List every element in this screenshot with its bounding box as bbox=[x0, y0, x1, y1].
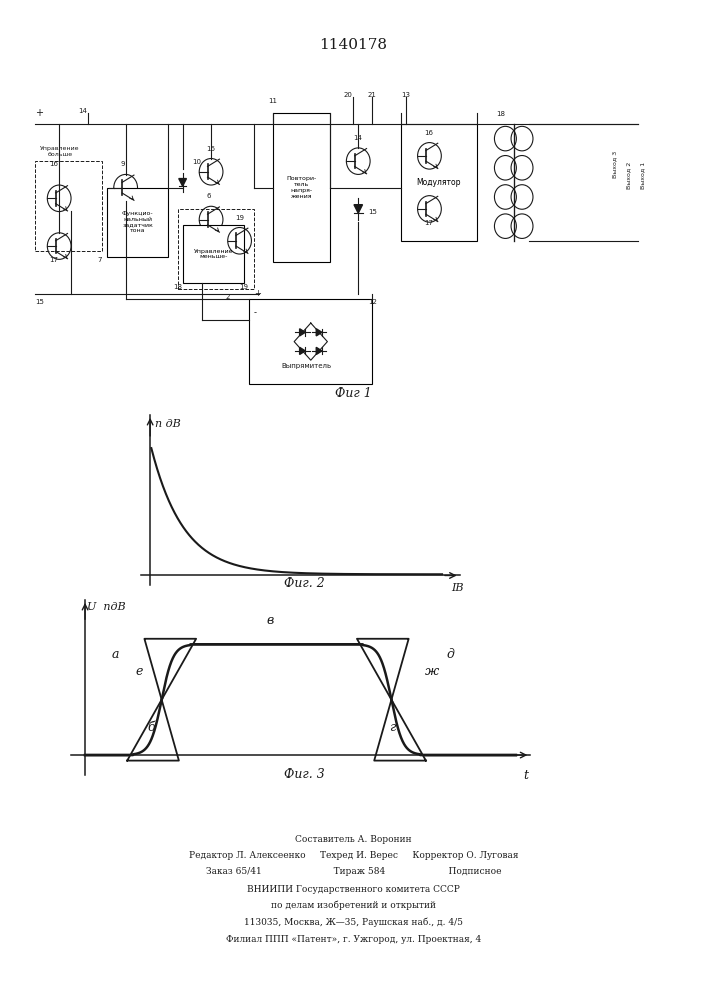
Polygon shape bbox=[357, 639, 426, 761]
Text: Редактор Л. Алексеенко     Техред И. Верес     Корректор О. Луговая: Редактор Л. Алексеенко Техред И. Верес К… bbox=[189, 851, 518, 860]
Text: 17: 17 bbox=[49, 257, 59, 263]
Text: U  пдВ: U пдВ bbox=[88, 602, 126, 612]
Text: -: - bbox=[254, 308, 257, 317]
Polygon shape bbox=[354, 205, 363, 213]
Text: Функцио-
нальный
задатчик
тона: Функцио- нальный задатчик тона bbox=[122, 211, 153, 233]
Text: 12: 12 bbox=[368, 299, 377, 305]
Text: Повтори-
тель
напря-
жения: Повтори- тель напря- жения bbox=[286, 176, 317, 199]
Text: 21: 21 bbox=[368, 92, 377, 98]
Text: 17: 17 bbox=[425, 220, 433, 226]
Polygon shape bbox=[127, 639, 196, 761]
Text: Управление
больше: Управление больше bbox=[40, 146, 80, 157]
Text: t: t bbox=[523, 769, 528, 782]
Text: +: + bbox=[254, 290, 261, 298]
Text: Выход 3: Выход 3 bbox=[612, 151, 617, 178]
Bar bbox=[273, 113, 329, 262]
Text: 2: 2 bbox=[226, 294, 230, 300]
Text: 6: 6 bbox=[206, 193, 211, 199]
Text: по делам изобретений и открытий: по делам изобретений и открытий bbox=[271, 900, 436, 910]
Text: IВ: IВ bbox=[451, 583, 463, 593]
Polygon shape bbox=[316, 347, 322, 354]
Text: 20: 20 bbox=[344, 92, 353, 98]
Polygon shape bbox=[300, 347, 305, 354]
Text: 1140178: 1140178 bbox=[320, 38, 387, 52]
Text: е: е bbox=[135, 665, 143, 678]
Text: Филиал ППП «Патент», г. Ужгород, ул. Проектная, 4: Филиал ППП «Патент», г. Ужгород, ул. Про… bbox=[226, 935, 481, 944]
Text: Выход 1: Выход 1 bbox=[641, 162, 645, 189]
Text: 14: 14 bbox=[354, 135, 363, 141]
Text: 10: 10 bbox=[192, 159, 201, 165]
Text: Фиг 1: Фиг 1 bbox=[335, 387, 372, 400]
Text: п дВ: п дВ bbox=[155, 419, 180, 429]
Polygon shape bbox=[179, 179, 187, 186]
Text: 11: 11 bbox=[268, 98, 277, 104]
Text: д: д bbox=[447, 648, 455, 661]
Text: 15: 15 bbox=[35, 299, 45, 305]
Bar bbox=[107, 188, 168, 257]
Text: 16: 16 bbox=[49, 161, 59, 167]
Text: 9: 9 bbox=[121, 161, 125, 167]
Bar bbox=[182, 225, 245, 283]
Polygon shape bbox=[300, 329, 305, 336]
Bar bbox=[35, 161, 102, 251]
Text: 14: 14 bbox=[78, 108, 87, 114]
Text: 16: 16 bbox=[206, 146, 216, 152]
Text: 16: 16 bbox=[425, 130, 433, 136]
Text: 113035, Москва, Ж—35, Раушская наб., д. 4/5: 113035, Москва, Ж—35, Раушская наб., д. … bbox=[244, 918, 463, 927]
Text: Модулятор: Модулятор bbox=[416, 178, 461, 187]
Text: г: г bbox=[389, 721, 395, 734]
Text: ВНИИПИ Государственного комитета СССР: ВНИИПИ Государственного комитета СССР bbox=[247, 885, 460, 894]
Text: Управление
меньше-: Управление меньше- bbox=[194, 249, 233, 259]
Text: 18: 18 bbox=[173, 284, 182, 290]
Text: в: в bbox=[267, 614, 274, 627]
Bar bbox=[249, 299, 373, 384]
Text: Фиг. 2: Фиг. 2 bbox=[284, 577, 325, 590]
Text: 15: 15 bbox=[368, 209, 377, 215]
Text: +: + bbox=[35, 108, 43, 118]
Text: Составитель А. Воронин: Составитель А. Воронин bbox=[296, 835, 411, 844]
Text: 13: 13 bbox=[401, 92, 410, 98]
Text: 19: 19 bbox=[240, 284, 249, 290]
Text: Заказ 65/41                         Тираж 584                      Подписное: Заказ 65/41 Тираж 584 Подписное bbox=[206, 867, 501, 876]
Text: б: б bbox=[147, 721, 155, 734]
Text: Выход 2: Выход 2 bbox=[626, 161, 631, 189]
Bar bbox=[178, 209, 254, 289]
Text: Выпрямитель: Выпрямитель bbox=[281, 363, 331, 369]
Bar bbox=[401, 124, 477, 241]
Text: 18: 18 bbox=[496, 111, 505, 117]
Text: ж: ж bbox=[425, 665, 439, 678]
Text: 19: 19 bbox=[235, 215, 244, 221]
Text: 7: 7 bbox=[97, 257, 102, 263]
Polygon shape bbox=[316, 329, 322, 336]
Text: Фиг. 3: Фиг. 3 bbox=[284, 768, 325, 781]
Text: а: а bbox=[112, 648, 119, 661]
